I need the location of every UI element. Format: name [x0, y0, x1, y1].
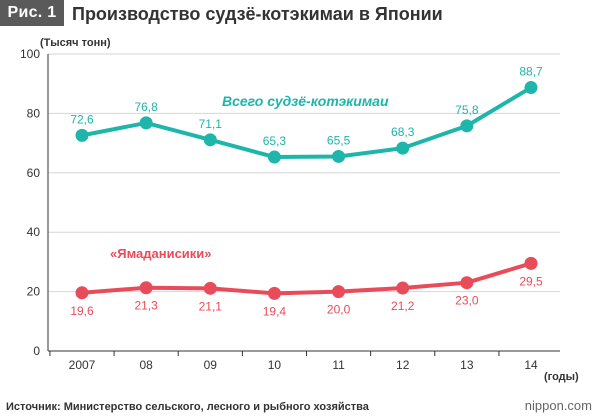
x-tick-label: 11 [332, 358, 345, 372]
data-label: 75,8 [455, 103, 479, 117]
y-tick-label: 80 [27, 106, 41, 120]
y-axis-label: (Тысяч тонн) [40, 37, 111, 49]
x-tick-label: 13 [460, 358, 474, 372]
x-tick-label: 08 [139, 358, 153, 372]
y-tick-label: 100 [20, 47, 40, 61]
figure-number-badge: Рис. 1 [0, 0, 64, 26]
data-label: 65,3 [263, 134, 287, 148]
data-point [203, 133, 217, 147]
legend-total: Всего судзё-котэкимаи [222, 93, 389, 109]
chart-title: Производство судзё-котэкимаи в Японии [72, 4, 443, 24]
data-point [396, 281, 410, 295]
data-label: 23,0 [455, 294, 479, 308]
data-point [524, 256, 538, 270]
legend-yamadanishiki: «Ямаданисики» [110, 246, 212, 261]
data-point [267, 150, 281, 164]
data-point [460, 119, 474, 133]
data-label: 19,4 [263, 304, 287, 318]
data-label: 68,3 [391, 125, 415, 139]
y-tick-label: 40 [27, 225, 41, 239]
gridlines [48, 53, 560, 293]
data-point [460, 276, 474, 290]
series [75, 81, 538, 300]
data-label: 20,0 [327, 303, 351, 317]
data-label: 71,1 [199, 117, 223, 131]
x-tick-label: 09 [204, 358, 218, 372]
x-tick-label: 10 [268, 358, 282, 372]
data-point [524, 81, 538, 95]
data-point [267, 286, 281, 300]
data-label: 19,6 [70, 304, 94, 318]
x-axis-label: (годы) [544, 371, 579, 383]
data-label: 21,1 [199, 299, 223, 313]
data-point [332, 149, 346, 163]
data-point [203, 281, 217, 295]
data-point [332, 285, 346, 299]
data-label: 72,6 [70, 112, 94, 126]
data-point [139, 116, 153, 130]
series-line-2 [80, 261, 533, 296]
brand-logo[interactable]: nippon.com [524, 398, 592, 413]
data-label: 65,5 [327, 133, 351, 147]
x-tick-label: 12 [396, 358, 410, 372]
axes: 0 20 40 60 80 100 2007 08 09 10 11 12 13 14 [20, 47, 560, 372]
data-label: 21,2 [391, 299, 415, 313]
data-label: 29,5 [519, 274, 543, 288]
x-tick-label: 2007 [69, 358, 96, 372]
data-label: 76,8 [134, 100, 158, 114]
data-point [75, 286, 89, 300]
y-tick-label: 60 [27, 166, 41, 180]
data-labels: 72,6 76,8 71,1 65,3 65,5 68,3 75,8 88,7 19,6 21,3… [70, 65, 543, 319]
data-point [396, 141, 410, 155]
series-line-1 [80, 85, 533, 160]
x-tick-label: 14 [524, 358, 538, 372]
data-label: 21,3 [134, 299, 158, 313]
data-label: 88,7 [519, 65, 543, 79]
data-point [75, 128, 89, 142]
data-point [139, 281, 153, 295]
y-tick-label: 0 [33, 344, 40, 358]
y-tick-label: 20 [27, 285, 41, 299]
source-note: Источник: Министерство сельского, лесног… [6, 401, 369, 413]
